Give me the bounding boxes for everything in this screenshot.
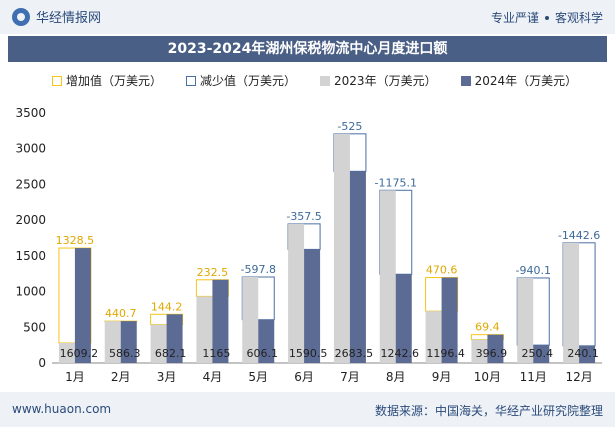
x-tick-label: 1月	[65, 370, 85, 384]
bullet-icon	[544, 15, 549, 20]
slogan-left: 专业严谨	[490, 11, 539, 25]
x-tick-label: 2月	[111, 370, 131, 384]
legend-item-increase: 增加值（万美元）	[52, 72, 162, 89]
y-tick-label: 500	[23, 320, 46, 334]
x-tick-label: 3月	[157, 370, 177, 384]
bar-2024	[74, 248, 91, 363]
legend-item-2023: 2023年（万美元）	[320, 72, 437, 89]
x-tick-label: 5月	[248, 370, 268, 384]
bar-2023	[333, 133, 350, 363]
x-tick-label: 4月	[203, 370, 223, 384]
y-tick-label: 2500	[15, 177, 46, 191]
bar-2023	[150, 324, 167, 363]
legend-label-decrease: 减少值（万美元）	[200, 74, 297, 88]
change-label: 144.2	[151, 300, 183, 313]
legend-swatch-decrease	[186, 75, 197, 86]
change-label: 440.7	[105, 307, 137, 320]
x-tick-label: 7月	[340, 370, 360, 384]
x-tick-label: 10月	[474, 370, 501, 384]
bar-2024	[258, 319, 275, 363]
x-tick-label: 11月	[520, 370, 547, 384]
change-label: 69.4	[475, 321, 500, 334]
y-tick-label: 2000	[15, 213, 46, 227]
bar-2023	[242, 277, 259, 363]
change-label: 470.6	[426, 264, 458, 277]
value-label: 1242.6	[381, 347, 420, 360]
value-label: 2683.5	[335, 347, 374, 360]
footer: www.huaon.com 数据来源：中国海关，华经产业研究院整理	[0, 392, 615, 427]
change-label: -1442.6	[558, 229, 600, 242]
slogan-right: 客观科学	[554, 11, 603, 25]
bar-2024	[304, 249, 321, 363]
chart-legend: 增加值（万美元） 减少值（万美元） 2023年（万美元） 2024年（万美元）	[52, 72, 577, 89]
bar-2023	[563, 242, 580, 363]
bar-2023	[104, 321, 121, 363]
bar-2024	[533, 345, 550, 363]
x-tick-label: 9月	[432, 370, 452, 384]
bar-2024	[212, 279, 229, 363]
bar-2023	[196, 296, 213, 363]
value-label: 240.1	[567, 347, 599, 360]
change-label: -597.8	[241, 263, 276, 276]
y-tick-label: 1000	[15, 285, 46, 299]
value-label: 250.4	[522, 347, 554, 360]
site-name: 华经情报网	[36, 11, 102, 26]
y-tick-label: 3500	[15, 106, 46, 120]
bar-2023	[517, 277, 534, 363]
change-label: -940.1	[516, 264, 551, 277]
bar-2023	[425, 311, 442, 363]
y-tick-label: 0	[38, 356, 46, 370]
bar-2023	[288, 223, 305, 363]
legend-swatch-2023	[320, 75, 331, 86]
value-label: 606.1	[247, 347, 279, 360]
legend-item-2024: 2024年（万美元）	[460, 72, 578, 89]
bar-2024	[120, 321, 137, 363]
value-label: 1590.5	[289, 347, 328, 360]
bar-2024	[166, 314, 183, 363]
x-tick-label: 6月	[294, 370, 314, 384]
y-tick-label: 1500	[15, 249, 46, 263]
value-label: 586.3	[109, 347, 141, 360]
bar-2024	[395, 274, 412, 363]
chart-title: 2023-2024年湖州保税物流中心月度进口额	[8, 36, 607, 62]
legend-label-increase: 增加值（万美元）	[66, 74, 163, 88]
x-tick-label: 8月	[386, 370, 406, 384]
value-label: 1196.4	[426, 347, 465, 360]
footer-source: 数据来源：中国海关，华经产业研究院整理	[374, 404, 603, 418]
value-label: 396.9	[476, 347, 508, 360]
legend-label-2024: 2024年（万美元）	[474, 74, 578, 88]
legend-swatch-increase	[52, 75, 62, 86]
bar-2024	[349, 171, 366, 363]
bar-2024	[579, 345, 596, 363]
bar-2023	[379, 190, 396, 363]
brand[interactable]: 华经情报网	[12, 7, 101, 26]
logo-icon	[12, 7, 30, 26]
bar-2023	[58, 342, 75, 363]
y-tick-label: 3000	[15, 142, 46, 156]
change-label: -1175.1	[375, 176, 417, 189]
x-tick-label: 12月	[565, 370, 592, 384]
tagline: 专业严谨 客观科学	[491, 9, 603, 26]
legend-label-2023: 2023年（万美元）	[334, 74, 437, 88]
bar-2024	[441, 277, 458, 363]
value-label: 682.1	[155, 347, 187, 360]
bar-2024	[487, 334, 504, 363]
legend-item-decrease: 减少值（万美元）	[186, 72, 296, 89]
legend-swatch-2024	[460, 75, 471, 86]
chart-plot: 0 500 1000 1500 2000 2500 3000 3500 1328.5 1609.2…	[15, 106, 602, 384]
value-label: 1165	[202, 347, 230, 360]
top-bar: 华经情报网 专业严谨 客观科学	[0, 0, 615, 34]
value-label: 1609.2	[60, 347, 99, 360]
bar-2023	[471, 339, 488, 363]
footer-url[interactable]: www.huaon.com	[12, 402, 112, 416]
change-label: -357.5	[286, 210, 321, 223]
change-label: 232.5	[197, 266, 229, 279]
change-label: 1328.5	[56, 234, 95, 247]
change-label: -525	[337, 120, 362, 133]
